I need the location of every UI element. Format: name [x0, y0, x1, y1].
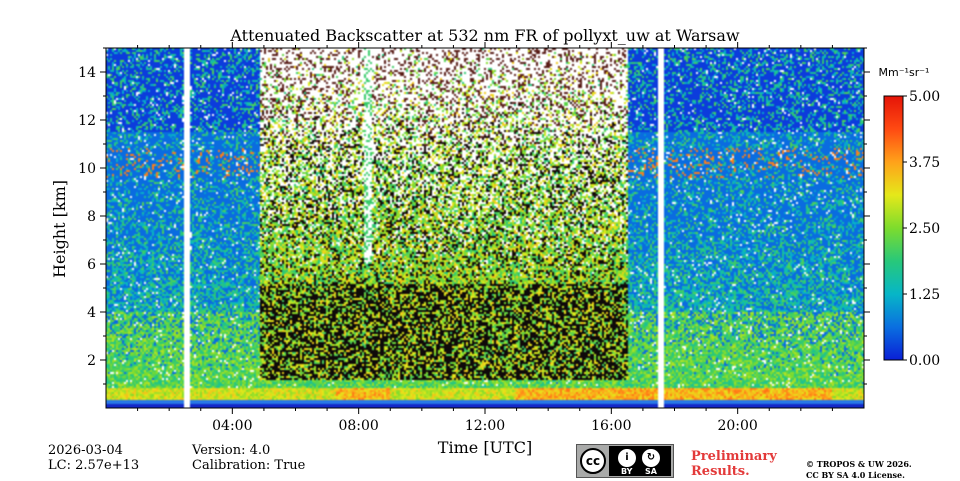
cc-sa-label: SA	[645, 467, 657, 476]
x-axis-label: Time [UTC]	[438, 438, 532, 457]
meta-calibration: Calibration: True	[192, 458, 306, 473]
x-tick-label: 16:00	[591, 418, 631, 434]
colorbar-tick-label: 5.00	[909, 89, 940, 105]
colorbar-gradient	[883, 95, 904, 361]
meta-version: Version: 4.0	[192, 443, 271, 458]
attribution-person-icon: i	[618, 449, 636, 467]
y-tick-label: 2	[87, 353, 96, 369]
colorbar-unit-label: Mm⁻¹sr⁻¹	[879, 66, 930, 79]
y-tick-label: 6	[87, 257, 96, 273]
colorbar: Mm⁻¹sr⁻¹ 0.00 1.25 2.50 3.75 5.00	[879, 66, 941, 369]
colorbar-tick-label: 2.50	[909, 221, 940, 237]
x-tick-label: 04:00	[212, 418, 252, 434]
x-axis-ticks: 04:00 08:00 12:00 16:00 20:00	[137, 42, 833, 434]
meta-lidar-constant: LC: 2.57e+13	[48, 458, 140, 473]
colorbar-tick-label: 1.25	[909, 287, 940, 303]
y-tick-label: 10	[78, 161, 96, 177]
y-tick-label: 4	[87, 305, 96, 321]
cc-by-label: BY	[621, 467, 633, 476]
copyright-notice: © TROPOS & UW 2026. CC BY SA 4.0 License…	[806, 459, 912, 480]
colorbar-tick-label: 0.00	[909, 353, 940, 369]
cc-license-badge: cc i ↻ BY SA	[576, 444, 674, 478]
cc-badge-panel: i ↻ BY SA	[609, 446, 671, 476]
meta-date: 2026-03-04	[48, 443, 123, 458]
y-tick-label: 14	[78, 65, 96, 81]
x-tick-label: 08:00	[338, 418, 378, 434]
chart-title: Attenuated Backscatter at 532 nm FR of p…	[229, 26, 740, 45]
y-axis-ticks: 2 4 6 8 10 12 14	[78, 47, 870, 385]
colorbar-ticks: 0.00 1.25 2.50 3.75 5.00	[903, 89, 940, 369]
x-tick-label: 12:00	[465, 418, 505, 434]
cc-logo-icon: cc	[580, 448, 606, 474]
y-axis-label: Height [km]	[50, 180, 69, 278]
x-tick-label: 20:00	[717, 418, 757, 434]
plot-area: 04:00 08:00 12:00 16:00 20:00 2 4 6 8 10 12 14	[78, 42, 870, 434]
share-alike-icon: ↻	[642, 449, 660, 467]
backscatter-heatmap	[106, 48, 864, 408]
colorbar-tick-label: 3.75	[909, 155, 940, 171]
preliminary-notice: Preliminary Results.	[691, 449, 777, 479]
y-tick-label: 8	[87, 209, 96, 225]
y-tick-label: 12	[78, 113, 96, 129]
